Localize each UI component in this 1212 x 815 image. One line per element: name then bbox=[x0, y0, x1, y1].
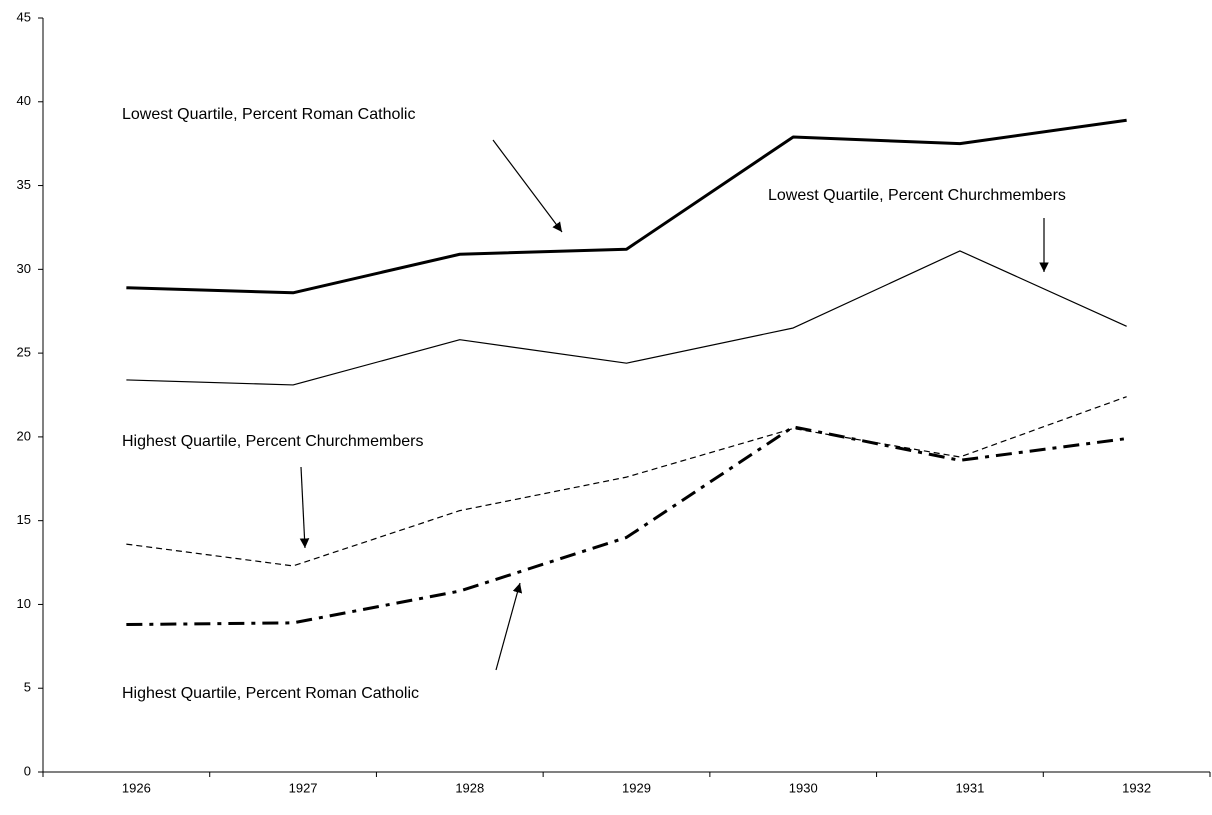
series-line bbox=[126, 425, 1127, 627]
x-tick-label: 1926 bbox=[122, 780, 151, 795]
y-tick-label: 35 bbox=[17, 177, 31, 192]
annotation-arrow bbox=[495, 582, 523, 671]
y-tick-label: 5 bbox=[24, 680, 31, 695]
annotation-arrow bbox=[492, 139, 563, 233]
x-tick-label: 1927 bbox=[289, 780, 318, 795]
x-tick-label: 1929 bbox=[622, 780, 651, 795]
y-tick-label: 20 bbox=[17, 428, 31, 443]
y-tick-label: 10 bbox=[17, 596, 31, 611]
x-tick-label: 1932 bbox=[1122, 780, 1151, 795]
y-tick-label: 15 bbox=[17, 512, 31, 527]
series-annotation: Lowest Quartile, Percent Roman Catholic bbox=[122, 106, 415, 123]
series-line bbox=[126, 396, 1127, 567]
series-annotation: Lowest Quartile, Percent Churchmembers bbox=[768, 187, 1066, 204]
series-line bbox=[126, 118, 1127, 295]
y-tick-label: 40 bbox=[17, 93, 31, 108]
y-tick-label: 25 bbox=[17, 345, 31, 360]
x-tick-label: 1931 bbox=[955, 780, 984, 795]
annotation-arrow bbox=[299, 466, 310, 549]
y-tick-label: 0 bbox=[24, 763, 31, 778]
y-tick-label: 45 bbox=[17, 9, 31, 24]
series-annotation: Highest Quartile, Percent Churchmembers bbox=[122, 433, 423, 450]
series-line bbox=[126, 250, 1127, 386]
x-tick-label: 1928 bbox=[455, 780, 484, 795]
series-annotation: Highest Quartile, Percent Roman Catholic bbox=[122, 685, 419, 702]
x-tick-label: 1930 bbox=[789, 780, 818, 795]
y-tick-label: 30 bbox=[17, 261, 31, 276]
